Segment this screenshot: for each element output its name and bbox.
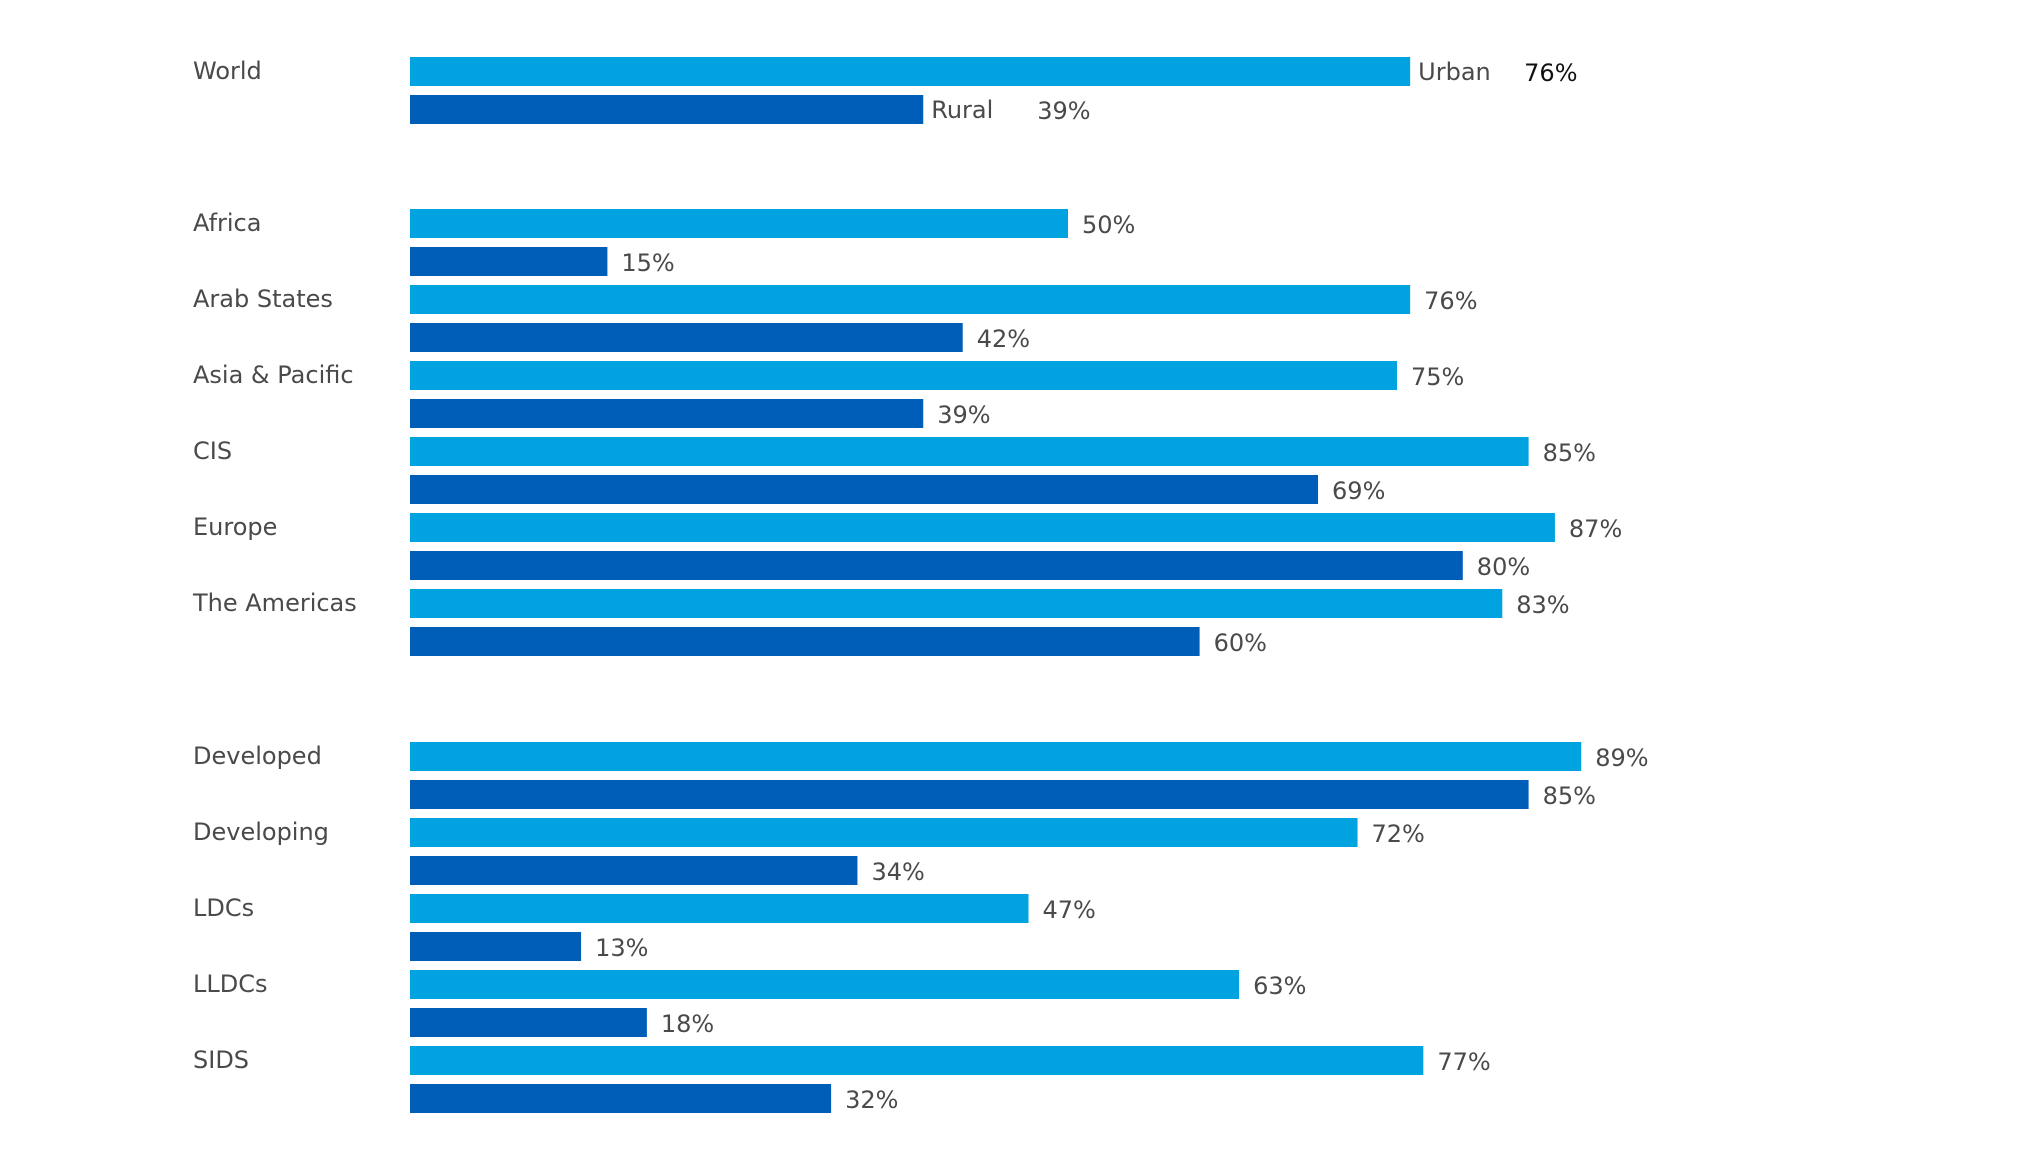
category-label-world: World <box>193 57 262 85</box>
value-label-developed-urban: 89% <box>1595 744 1648 772</box>
category-label-arab-states: Arab States <box>193 285 333 313</box>
value-label-cis-rural: 69% <box>1332 477 1385 505</box>
value-label-ldcs-rural: 13% <box>595 934 648 962</box>
value-label-lldcs-urban: 63% <box>1253 972 1306 1000</box>
category-label-the-americas: The Americas <box>192 589 357 617</box>
bar-arab-states-rural <box>410 323 963 352</box>
value-label-world-urban: 76% <box>1524 59 1577 87</box>
bar-ldcs-rural <box>410 932 582 961</box>
bar-lldcs-rural <box>410 1008 647 1037</box>
bar-developed-urban <box>410 742 1582 771</box>
category-label-lldcs: LLDCs <box>193 970 267 998</box>
bar-europe-urban <box>410 513 1555 542</box>
value-label-developing-urban: 72% <box>1372 820 1425 848</box>
category-label-asia-and-pacific: Asia & Pacific <box>193 361 354 389</box>
value-label-developed-rural: 85% <box>1543 782 1596 810</box>
value-label-ldcs-urban: 47% <box>1043 896 1096 924</box>
category-label-sids: SIDS <box>193 1046 249 1074</box>
bar-sids-rural <box>410 1084 832 1113</box>
value-label-africa-urban: 50% <box>1082 211 1135 239</box>
bar-asia-and-pacific-rural <box>410 399 924 428</box>
value-label-sids-urban: 77% <box>1437 1048 1490 1076</box>
bar-world-rural <box>410 95 924 124</box>
category-label-cis: CIS <box>193 437 232 465</box>
bar-developing-rural <box>410 856 858 885</box>
category-label-developing: Developing <box>193 818 329 846</box>
value-label-africa-rural: 15% <box>621 249 674 277</box>
value-label-lldcs-rural: 18% <box>661 1010 714 1038</box>
value-label-the-americas-urban: 83% <box>1516 591 1569 619</box>
bar-cis-urban <box>410 437 1529 466</box>
bar-cis-rural <box>410 475 1319 504</box>
value-label-cis-urban: 85% <box>1543 439 1596 467</box>
category-label-ldcs: LDCs <box>193 894 254 922</box>
bar-the-americas-rural <box>410 627 1200 656</box>
legend-label-urban: Urban <box>1418 58 1491 86</box>
bar-sids-urban <box>410 1046 1424 1075</box>
value-label-developing-rural: 34% <box>871 858 924 886</box>
bar-world-urban <box>410 57 1411 86</box>
bar-lldcs-urban <box>410 970 1240 999</box>
category-label-developed: Developed <box>193 742 322 770</box>
bar-asia-and-pacific-urban <box>410 361 1397 390</box>
value-label-asia-and-pacific-urban: 75% <box>1411 363 1464 391</box>
bar-developed-rural <box>410 780 1529 809</box>
value-label-arab-states-rural: 42% <box>977 325 1030 353</box>
value-label-arab-states-urban: 76% <box>1424 287 1477 315</box>
value-label-europe-urban: 87% <box>1569 515 1622 543</box>
value-label-the-americas-rural: 60% <box>1214 629 1267 657</box>
category-label-africa: Africa <box>193 209 261 237</box>
bar-europe-rural <box>410 551 1463 580</box>
value-label-sids-rural: 32% <box>845 1086 898 1114</box>
bar-africa-urban <box>410 209 1068 238</box>
bar-ldcs-urban <box>410 894 1029 923</box>
bar-arab-states-urban <box>410 285 1411 314</box>
bar-the-americas-urban <box>410 589 1503 618</box>
bar-developing-urban <box>410 818 1358 847</box>
legend-label-rural: Rural <box>931 96 993 124</box>
value-label-world-rural: 39% <box>1037 97 1090 125</box>
bar-africa-rural <box>410 247 608 276</box>
category-label-europe: Europe <box>193 513 277 541</box>
value-label-europe-rural: 80% <box>1477 553 1530 581</box>
value-label-asia-and-pacific-rural: 39% <box>937 401 990 429</box>
